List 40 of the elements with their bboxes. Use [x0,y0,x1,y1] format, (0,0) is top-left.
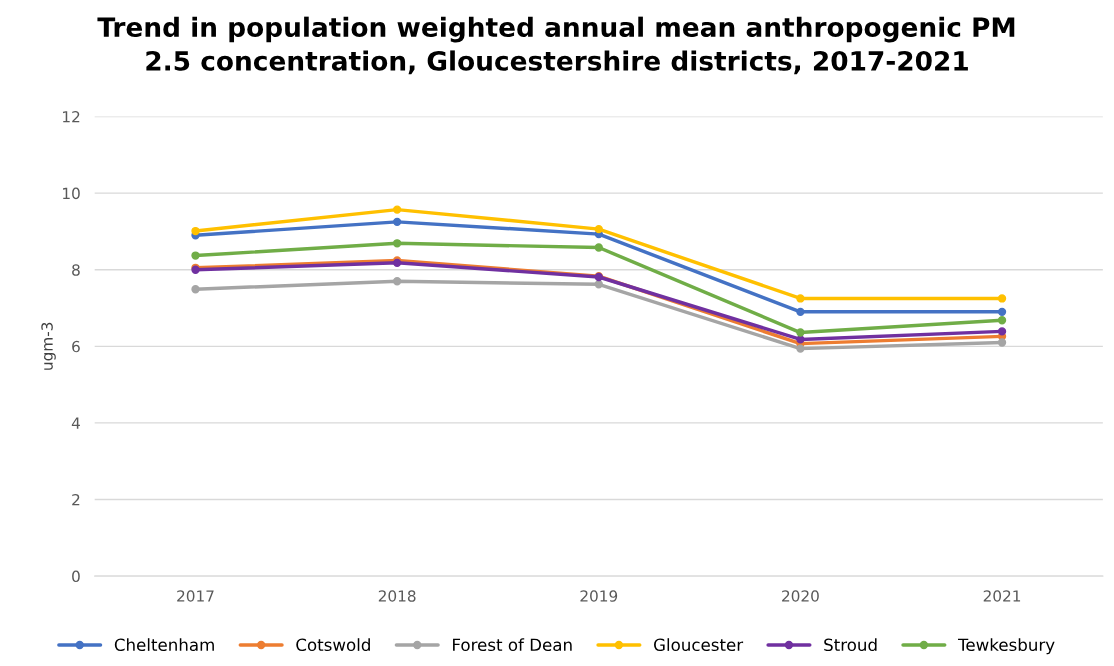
point [392,239,402,248]
point [191,285,200,294]
point [796,335,805,344]
y-tick-label: 8 [72,264,80,276]
y-tick-label: 12 [63,111,80,123]
point [997,327,1007,336]
legend-label: Stroud [824,638,877,652]
x-tick-label: 2019 [580,590,618,602]
chart-title: Trend in population weighted annual mean anthropogenic PM 2.5 concentration, Gloucestershire districts, 2017-2021 [97,16,1015,75]
legend-label: Cheltenham [114,638,214,652]
legend-label: Cotswold [296,638,370,652]
y-tick-label: 6 [72,340,80,353]
point [191,226,200,236]
point [997,294,1007,303]
point [997,316,1007,325]
y-tick-label: 10 [63,187,80,200]
legend-label: Tewkesbury [958,638,1055,655]
point [392,217,402,227]
point [796,294,805,303]
point [997,307,1007,317]
point [392,205,402,214]
y-tick-label: 4 [71,417,80,429]
y-tick-label: 0 [72,570,80,583]
x-tick-label: 2020 [782,590,819,602]
legend-label: Forest of Dean [453,638,572,652]
x-tick-label: 2017 [177,590,214,602]
point [796,307,805,317]
legend-label: Gloucester [654,638,744,652]
point [594,243,603,252]
point [997,338,1007,347]
point [796,344,805,353]
point [594,280,603,289]
x-tick-label: 2021 [983,590,1021,602]
point [796,328,805,337]
y-axis-title: ugm-3 [41,322,56,370]
x-tick-label: 2018 [378,590,416,602]
y-tick-label: 2 [72,493,80,506]
point [392,277,402,286]
point [594,224,603,234]
point [191,251,200,260]
